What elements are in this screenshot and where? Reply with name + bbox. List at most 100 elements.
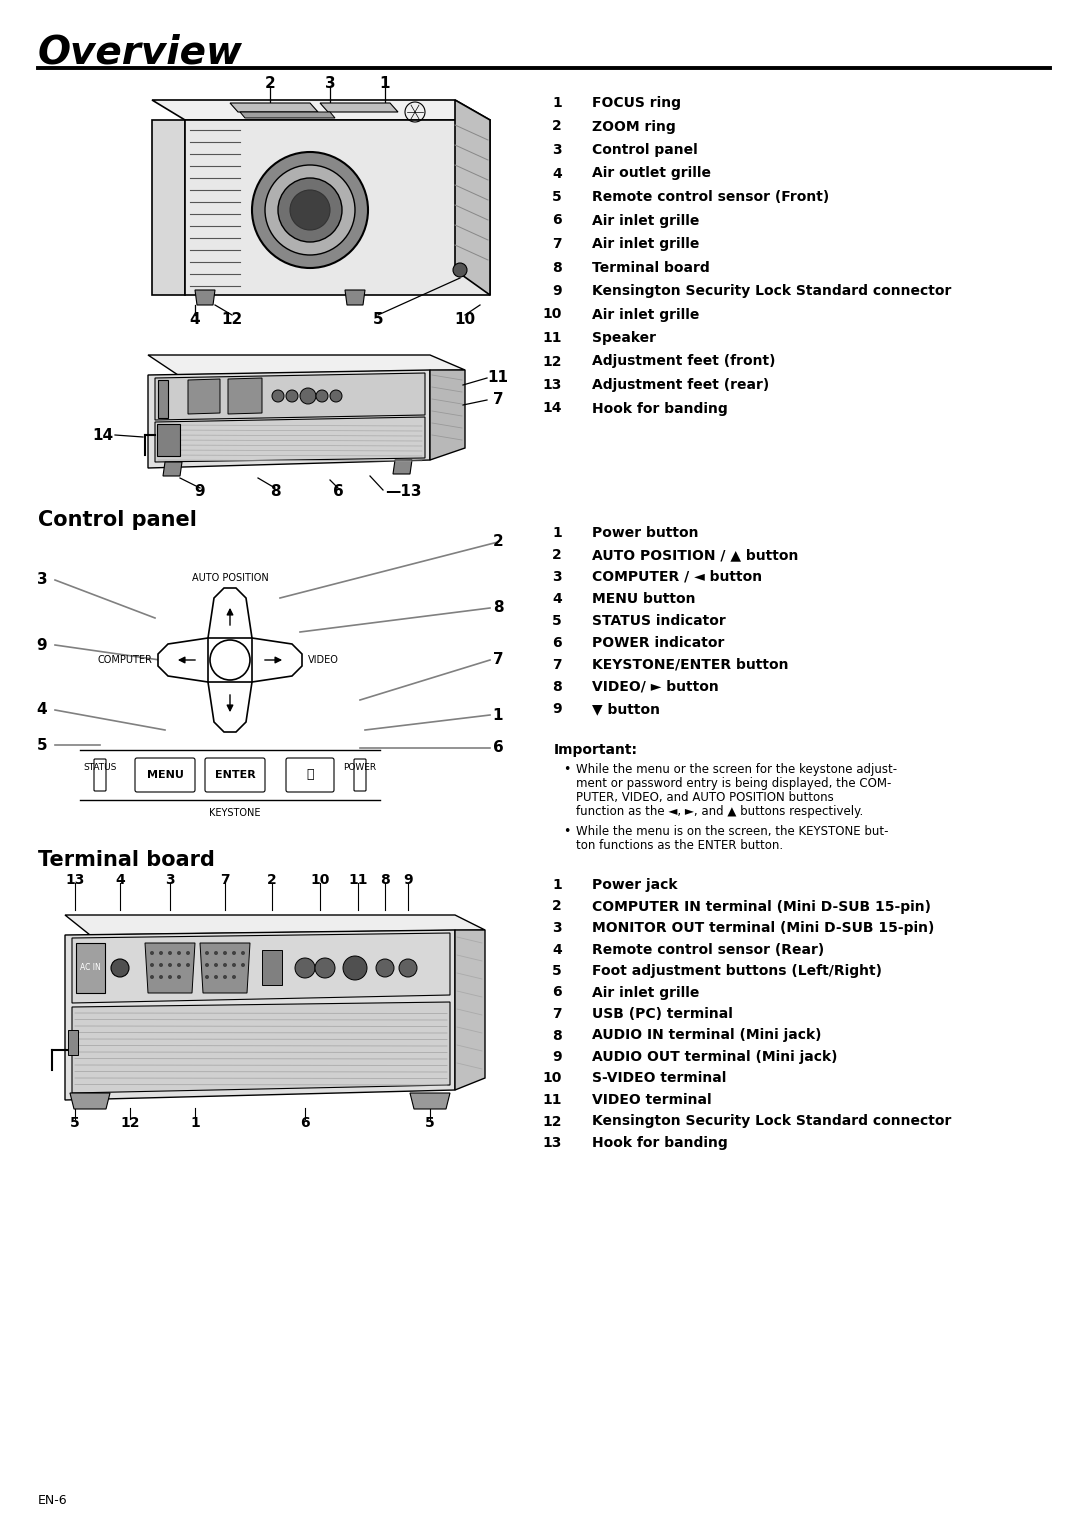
Text: 4: 4 bbox=[190, 313, 200, 328]
Text: COMPUTER / ◄ button: COMPUTER / ◄ button bbox=[592, 571, 762, 584]
Text: 3: 3 bbox=[37, 572, 48, 588]
FancyBboxPatch shape bbox=[286, 758, 334, 792]
Text: ton functions as the ENTER button.: ton functions as the ENTER button. bbox=[576, 839, 783, 852]
Text: 1: 1 bbox=[552, 526, 562, 540]
Text: 6: 6 bbox=[492, 740, 503, 755]
Text: 5: 5 bbox=[552, 191, 562, 204]
Text: 4: 4 bbox=[552, 592, 562, 606]
Text: 9: 9 bbox=[552, 1050, 562, 1064]
Circle shape bbox=[300, 388, 316, 404]
Text: Speaker: Speaker bbox=[592, 331, 656, 345]
Text: 1: 1 bbox=[190, 1116, 200, 1129]
Circle shape bbox=[214, 951, 218, 955]
Text: 5: 5 bbox=[426, 1116, 435, 1129]
Text: KEYSTONE: KEYSTONE bbox=[210, 807, 260, 818]
Text: 11: 11 bbox=[542, 331, 562, 345]
Text: POWER: POWER bbox=[343, 763, 377, 772]
Text: 9: 9 bbox=[194, 484, 205, 499]
Text: Air inlet grille: Air inlet grille bbox=[592, 986, 700, 1000]
Polygon shape bbox=[208, 682, 252, 732]
Text: 2: 2 bbox=[552, 899, 562, 914]
Text: 4: 4 bbox=[116, 873, 125, 887]
Text: MENU button: MENU button bbox=[592, 592, 696, 606]
Text: Overview: Overview bbox=[38, 34, 243, 72]
Circle shape bbox=[186, 951, 190, 955]
Text: Kensington Security Lock Standard connector: Kensington Security Lock Standard connec… bbox=[592, 1114, 951, 1129]
Polygon shape bbox=[455, 101, 490, 295]
Polygon shape bbox=[200, 943, 249, 993]
Text: AC IN: AC IN bbox=[80, 963, 100, 972]
Text: PUTER, VIDEO, and AUTO POSITION buttons: PUTER, VIDEO, and AUTO POSITION buttons bbox=[576, 790, 834, 804]
Circle shape bbox=[343, 955, 367, 980]
Polygon shape bbox=[185, 121, 490, 295]
Text: KEYSTONE/ENTER button: KEYSTONE/ENTER button bbox=[592, 658, 788, 671]
Text: 2: 2 bbox=[552, 548, 562, 562]
Polygon shape bbox=[148, 356, 465, 375]
Text: 14: 14 bbox=[542, 401, 562, 415]
Text: FOCUS ring: FOCUS ring bbox=[592, 96, 681, 110]
Polygon shape bbox=[157, 424, 180, 456]
Text: 3: 3 bbox=[325, 75, 335, 90]
Polygon shape bbox=[240, 111, 335, 118]
Polygon shape bbox=[208, 588, 252, 638]
Text: 4: 4 bbox=[552, 166, 562, 180]
Text: AUTO POSITION: AUTO POSITION bbox=[191, 572, 268, 583]
Polygon shape bbox=[430, 369, 465, 459]
Polygon shape bbox=[393, 459, 411, 475]
Circle shape bbox=[205, 975, 210, 980]
Polygon shape bbox=[152, 121, 185, 295]
Text: —13: —13 bbox=[384, 484, 421, 499]
Text: 7: 7 bbox=[492, 653, 503, 667]
Text: 2: 2 bbox=[492, 534, 503, 549]
Text: 6: 6 bbox=[333, 484, 343, 499]
Text: VIDEO terminal: VIDEO terminal bbox=[592, 1093, 712, 1106]
Circle shape bbox=[291, 191, 330, 230]
Text: Adjustment feet (front): Adjustment feet (front) bbox=[592, 354, 775, 368]
Text: 4: 4 bbox=[37, 702, 48, 717]
Text: USB (PC) terminal: USB (PC) terminal bbox=[592, 1007, 733, 1021]
Text: Air outlet grille: Air outlet grille bbox=[592, 166, 711, 180]
Text: 12: 12 bbox=[542, 1114, 562, 1129]
Polygon shape bbox=[72, 932, 450, 1003]
Text: 1: 1 bbox=[552, 877, 562, 893]
Text: STATUS: STATUS bbox=[83, 763, 117, 772]
Text: ZOOM ring: ZOOM ring bbox=[592, 119, 676, 133]
Text: ⏻: ⏻ bbox=[307, 769, 314, 781]
Circle shape bbox=[399, 958, 417, 977]
Circle shape bbox=[222, 951, 227, 955]
Circle shape bbox=[278, 179, 342, 243]
Circle shape bbox=[232, 951, 237, 955]
Polygon shape bbox=[65, 929, 455, 1100]
Text: 10: 10 bbox=[455, 313, 475, 328]
Text: 9: 9 bbox=[552, 702, 562, 716]
Circle shape bbox=[159, 951, 163, 955]
Circle shape bbox=[222, 975, 227, 980]
Circle shape bbox=[330, 391, 342, 401]
Text: Remote control sensor (Front): Remote control sensor (Front) bbox=[592, 191, 829, 204]
Polygon shape bbox=[145, 943, 195, 993]
Text: Kensington Security Lock Standard connector: Kensington Security Lock Standard connec… bbox=[592, 284, 951, 298]
Text: 8: 8 bbox=[492, 601, 503, 615]
Circle shape bbox=[177, 975, 181, 980]
Circle shape bbox=[241, 963, 245, 967]
Text: COMPUTER IN terminal (Mini D-SUB 15-pin): COMPUTER IN terminal (Mini D-SUB 15-pin) bbox=[592, 899, 931, 914]
Text: 4: 4 bbox=[552, 943, 562, 957]
Circle shape bbox=[177, 963, 181, 967]
Circle shape bbox=[159, 975, 163, 980]
Text: 11: 11 bbox=[348, 873, 368, 887]
FancyBboxPatch shape bbox=[94, 758, 106, 790]
Text: 1: 1 bbox=[552, 96, 562, 110]
Circle shape bbox=[150, 951, 154, 955]
Polygon shape bbox=[188, 378, 220, 414]
Text: While the menu is on the screen, the KEYSTONE but-: While the menu is on the screen, the KEY… bbox=[576, 826, 889, 838]
Text: 2: 2 bbox=[265, 75, 275, 90]
Circle shape bbox=[222, 963, 227, 967]
Text: STATUS indicator: STATUS indicator bbox=[592, 613, 726, 629]
Circle shape bbox=[168, 963, 172, 967]
Text: ment or password entry is being displayed, the COM-: ment or password entry is being displaye… bbox=[576, 777, 891, 790]
Text: 5: 5 bbox=[552, 964, 562, 978]
Text: AUDIO OUT terminal (Mini jack): AUDIO OUT terminal (Mini jack) bbox=[592, 1050, 837, 1064]
Text: 5: 5 bbox=[70, 1116, 80, 1129]
Circle shape bbox=[272, 391, 284, 401]
Text: VIDEO: VIDEO bbox=[308, 655, 339, 665]
